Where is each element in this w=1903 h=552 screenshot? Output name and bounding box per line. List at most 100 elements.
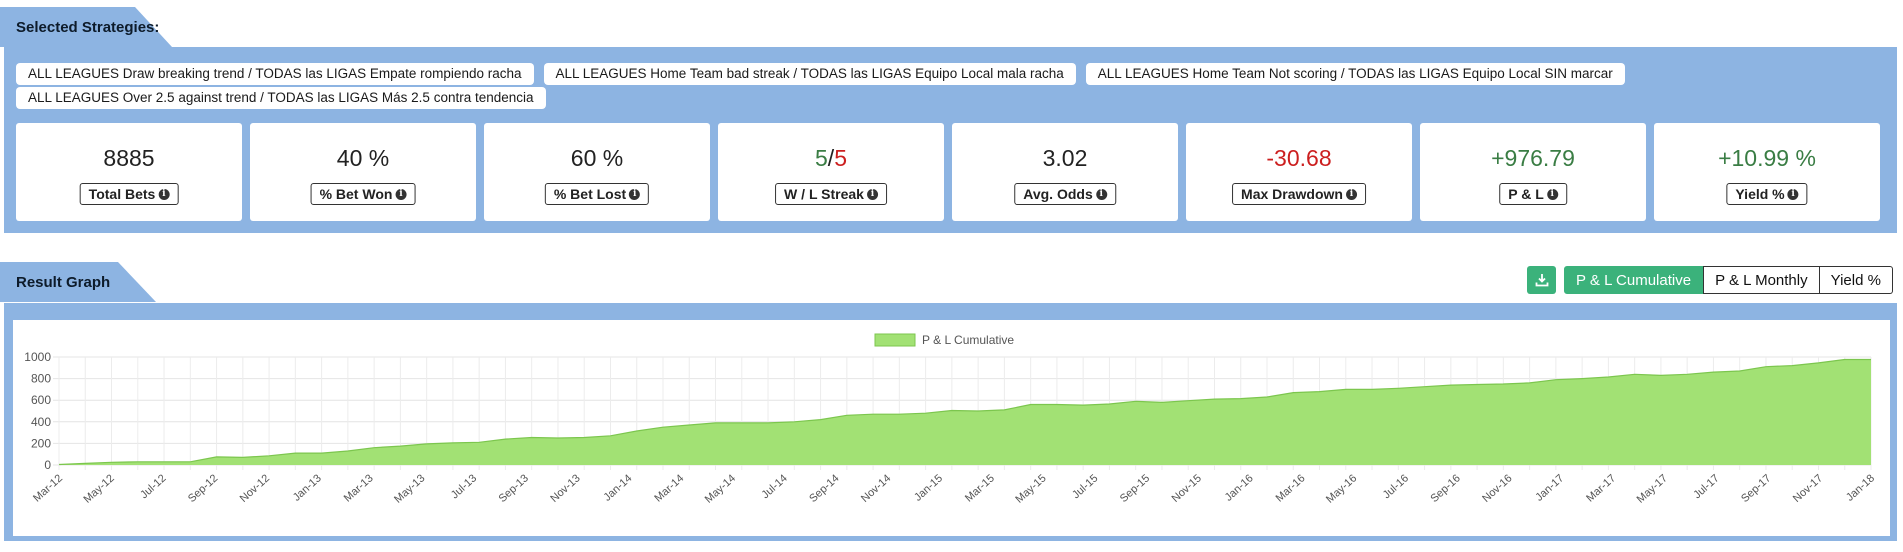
x-tick-label: Jul-16	[1381, 472, 1411, 501]
x-tick-label: Jul-12	[138, 472, 168, 501]
x-tick-label: Mar-12	[31, 472, 65, 504]
x-tick-label: May-14	[703, 472, 738, 505]
strategy-chip[interactable]: ALL LEAGUES Over 2.5 against trend / TOD…	[16, 87, 546, 109]
stat-value: 40 %	[336, 145, 390, 171]
stat-value: -30.68	[1266, 145, 1332, 171]
stat-label-button[interactable]: Yield % i	[1726, 183, 1808, 205]
legend-label: P & L Cumulative	[922, 333, 1014, 347]
x-tick-label: Nov-17	[1791, 472, 1825, 505]
stat-label-button[interactable]: % Bet Lost i	[544, 183, 650, 205]
stat-yield: +10.99 % Yield % i	[1654, 123, 1880, 221]
pnl-monthly-button[interactable]: P & L Monthly	[1703, 266, 1820, 294]
strategy-chip[interactable]: ALL LEAGUES Draw breaking trend / TODAS …	[16, 63, 534, 85]
stat-label-button[interactable]: Max Drawdown i	[1232, 183, 1366, 205]
x-tick-label: Sep-16	[1428, 472, 1462, 505]
stat-label: Total Bets	[88, 186, 156, 202]
info-icon[interactable]: i	[1787, 188, 1799, 200]
area-series-fill	[59, 359, 1871, 465]
selected-strategies-title: Selected Strategies:	[16, 18, 160, 36]
x-tick-label: Mar-17	[1584, 472, 1618, 504]
win-streak: 5	[815, 145, 828, 171]
stat-label: W / L Streak	[784, 186, 864, 202]
x-tick-label: Jan-16	[1223, 472, 1256, 503]
info-icon[interactable]: i	[866, 188, 878, 200]
stat-max-drawdown: -30.68 Max Drawdown i	[1186, 123, 1412, 221]
loss-streak: 5	[834, 145, 847, 171]
stat-value: 60 %	[570, 145, 624, 171]
chart-container: 0 200 400 600 800 1000 Mar-12 May-12 Jul-12 Sep-1…	[13, 320, 1890, 536]
stat-value: +10.99 %	[1718, 145, 1816, 171]
stat-label-button[interactable]: % Bet Won i	[310, 183, 416, 205]
info-icon[interactable]: i	[1546, 188, 1558, 200]
stat-wl-streak: 5/5 W / L Streak i	[718, 123, 944, 221]
y-tick-label: 0	[44, 458, 51, 472]
stat-label: Max Drawdown	[1241, 186, 1343, 202]
y-tick-label: 400	[31, 415, 51, 429]
area-series-line	[58, 358, 1871, 466]
info-icon[interactable]: i	[395, 188, 407, 200]
x-tick-label: Jan-13	[291, 472, 324, 503]
x-tick-label: Sep-17	[1739, 472, 1773, 505]
selected-strategies-tab: Selected Strategies:	[0, 7, 172, 47]
x-tick-label: Nov-13	[548, 472, 582, 505]
stats-row: 8885 Total Bets i 40 % % Bet Won i 60 % % …	[16, 123, 1880, 221]
x-tick-label: Sep-14	[807, 472, 841, 505]
legend-swatch	[874, 333, 916, 347]
stat-label-button[interactable]: Total Bets i	[79, 183, 179, 205]
x-tick-label: Jul-15	[1070, 472, 1100, 501]
x-tick-label: Jul-13	[449, 472, 479, 501]
x-tick-label: Jul-17	[1691, 472, 1721, 501]
stat-value: 3.02	[1042, 145, 1088, 171]
x-tick-label: Mar-13	[342, 472, 376, 504]
x-tick-label: Jul-14	[760, 472, 790, 501]
stat-value: +976.79	[1491, 145, 1575, 171]
yield-button[interactable]: Yield %	[1819, 266, 1893, 294]
strategy-chip[interactable]: ALL LEAGUES Home Team bad streak / TODAS…	[543, 63, 1076, 85]
stat-bet-lost: 60 % % Bet Lost i	[484, 123, 710, 221]
x-tick-label: May-12	[81, 472, 116, 505]
info-icon[interactable]: i	[158, 188, 170, 200]
stat-value: 5/5	[718, 145, 944, 172]
y-tick-label: 1000	[24, 350, 51, 364]
result-graph-title: Result Graph	[16, 273, 111, 291]
stat-label: % Bet Lost	[553, 186, 627, 202]
x-tick-label: Mar-15	[963, 472, 997, 504]
y-tick-label: 800	[31, 372, 51, 386]
x-tick-label: May-16	[1324, 472, 1359, 505]
stat-bet-won: 40 % % Bet Won i	[250, 123, 476, 221]
strategy-chip[interactable]: ALL LEAGUES Home Team Not scoring / TODA…	[1085, 63, 1625, 85]
x-tick-label: Sep-15	[1118, 472, 1152, 505]
info-icon[interactable]: i	[629, 188, 641, 200]
info-icon[interactable]: i	[1095, 188, 1107, 200]
x-tick-label: May-15	[1013, 472, 1048, 505]
strategy-chip-row-2: ALL LEAGUES Over 2.5 against trend / TOD…	[16, 87, 546, 109]
stat-label-button[interactable]: Avg. Odds i	[1014, 183, 1116, 205]
x-tick-label: Jan-15	[912, 472, 945, 503]
stat-label: % Bet Won	[319, 186, 393, 202]
stat-label: Avg. Odds	[1023, 186, 1093, 202]
tab-shape	[0, 7, 172, 47]
stat-value: 8885	[103, 145, 155, 171]
info-icon[interactable]: i	[1345, 188, 1357, 200]
stat-label: Yield %	[1735, 186, 1785, 202]
x-tick-label: Sep-12	[186, 472, 220, 505]
y-tick-label: 600	[31, 393, 51, 407]
stat-total-bets: 8885 Total Bets i	[16, 123, 242, 221]
x-tick-label: Sep-13	[497, 472, 531, 505]
stat-avg-odds: 3.02 Avg. Odds i	[952, 123, 1178, 221]
result-graph-tab: Result Graph	[0, 262, 156, 302]
x-tick-label: Mar-14	[652, 472, 686, 504]
chart-mode-toggle: P & L Cumulative P & L Monthly Yield %	[1564, 266, 1893, 294]
streak-separator: /	[827, 145, 835, 171]
y-tick-label: 200	[31, 436, 51, 450]
stat-label-button[interactable]: W / L Streak i	[775, 183, 887, 205]
x-tick-label: Jan-17	[1533, 472, 1566, 503]
x-tick-label: Nov-12	[238, 472, 272, 505]
download-button[interactable]	[1527, 266, 1556, 294]
x-tick-label: Nov-16	[1480, 472, 1514, 505]
strategies-panel: ALL LEAGUES Draw breaking trend / TODAS …	[4, 47, 1897, 233]
pnl-cumulative-button[interactable]: P & L Cumulative	[1564, 266, 1704, 294]
x-tick-label: Nov-14	[859, 472, 893, 505]
